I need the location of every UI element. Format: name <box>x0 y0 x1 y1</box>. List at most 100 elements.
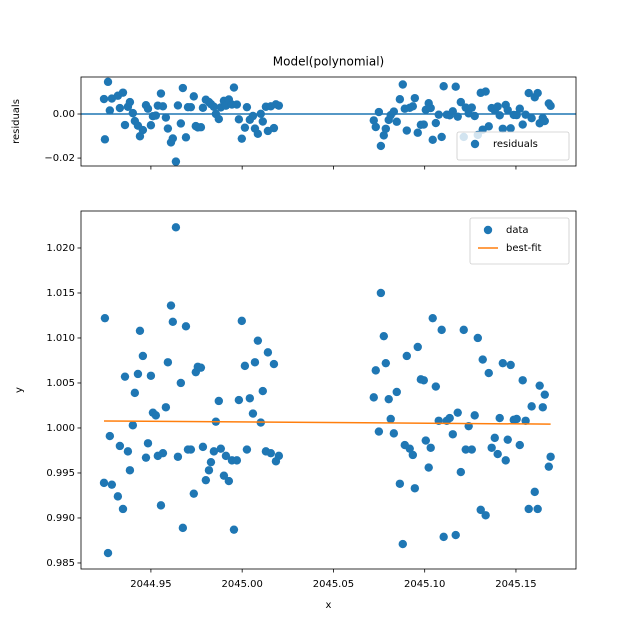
data-point <box>141 453 151 462</box>
y-tick-label: 1.015 <box>46 288 75 299</box>
data-point <box>151 111 161 120</box>
data-point <box>189 92 198 101</box>
data-point <box>410 93 420 103</box>
data-point <box>371 366 380 375</box>
data-point <box>118 504 128 514</box>
data-point <box>392 387 401 397</box>
data-point <box>473 333 483 343</box>
data-point <box>434 110 443 119</box>
data-point <box>453 112 462 121</box>
data-point <box>266 448 276 458</box>
data-point <box>232 100 242 109</box>
y-tick-label: 0.985 <box>46 558 75 569</box>
data-point <box>518 120 527 129</box>
data-point <box>413 128 422 137</box>
data-point <box>481 87 490 96</box>
data-point <box>487 443 496 452</box>
x-tick-label: 2045.15 <box>495 579 536 590</box>
data-point <box>521 416 530 425</box>
data-point <box>424 463 433 472</box>
data-point <box>456 467 466 477</box>
data-point <box>527 402 536 411</box>
data-point <box>221 451 231 461</box>
data-point <box>546 101 555 111</box>
data-point <box>426 103 435 113</box>
data-point <box>103 77 113 87</box>
legend-label: data <box>506 225 529 236</box>
data-point <box>451 530 460 540</box>
data-point <box>113 492 123 501</box>
data-point <box>123 447 133 456</box>
data-point <box>232 456 242 465</box>
data-point <box>214 396 224 406</box>
data-point <box>240 123 250 132</box>
data-point <box>533 88 542 98</box>
data-point <box>540 390 549 399</box>
data-point <box>369 116 378 125</box>
legend-box <box>456 131 570 161</box>
y-tick-label: 1.000 <box>46 423 75 434</box>
data-point <box>371 122 380 132</box>
data-point <box>484 122 493 131</box>
legend-swatch <box>470 139 480 149</box>
data-point <box>493 102 502 111</box>
y-tick-label: 0.00 <box>53 109 75 120</box>
data-point <box>143 104 153 113</box>
data-point <box>374 427 384 436</box>
data-point <box>253 129 263 139</box>
data-point <box>196 123 206 132</box>
data-point <box>105 431 115 441</box>
plot-area <box>99 223 555 558</box>
axes: y x 0.985 0.990 0.995 1.000 1.005 1.010 1.015 1.0… <box>14 210 577 611</box>
data-point <box>158 448 168 458</box>
x-tick-label: 2045.00 <box>221 579 262 590</box>
data-point <box>176 119 186 128</box>
data-point <box>456 97 466 107</box>
data-point <box>234 115 244 124</box>
data-point <box>209 447 219 456</box>
y-axis-label: y <box>14 387 25 393</box>
data-point <box>470 111 479 121</box>
data-point <box>448 430 457 439</box>
data-point <box>168 317 178 326</box>
data-point <box>484 368 493 378</box>
data-point <box>120 120 130 130</box>
data-point <box>395 95 405 104</box>
data-point <box>506 124 515 133</box>
data-point <box>161 403 171 412</box>
data-point <box>166 301 176 310</box>
data-point <box>381 358 391 368</box>
data-point <box>242 445 252 454</box>
data-point <box>138 125 148 135</box>
data-point <box>402 351 412 361</box>
axes-frame <box>80 76 577 167</box>
data-point <box>248 409 258 418</box>
data-point <box>503 105 512 115</box>
data-point <box>171 223 181 232</box>
y-tick-label: −0.02 <box>44 153 75 164</box>
data-point <box>237 134 247 143</box>
data-point <box>250 358 260 367</box>
data-point <box>181 322 191 331</box>
legend-label: best-fit <box>506 243 542 254</box>
data-point <box>253 336 263 345</box>
data-point <box>451 82 460 91</box>
data-point <box>538 403 547 412</box>
data-point <box>379 131 389 140</box>
data-point <box>100 313 110 323</box>
data-point <box>242 102 252 112</box>
data-point <box>256 109 265 118</box>
data-point <box>269 123 279 133</box>
data-point <box>419 120 428 129</box>
data-point <box>269 359 279 369</box>
data-point <box>381 124 391 133</box>
plot-area <box>81 77 576 166</box>
data-point <box>405 444 414 453</box>
data-point <box>544 462 554 471</box>
data-point <box>189 489 198 498</box>
data-point <box>490 433 499 443</box>
data-point <box>524 88 533 98</box>
data-point <box>530 487 539 497</box>
data-point <box>470 411 479 420</box>
data-point <box>274 451 284 461</box>
